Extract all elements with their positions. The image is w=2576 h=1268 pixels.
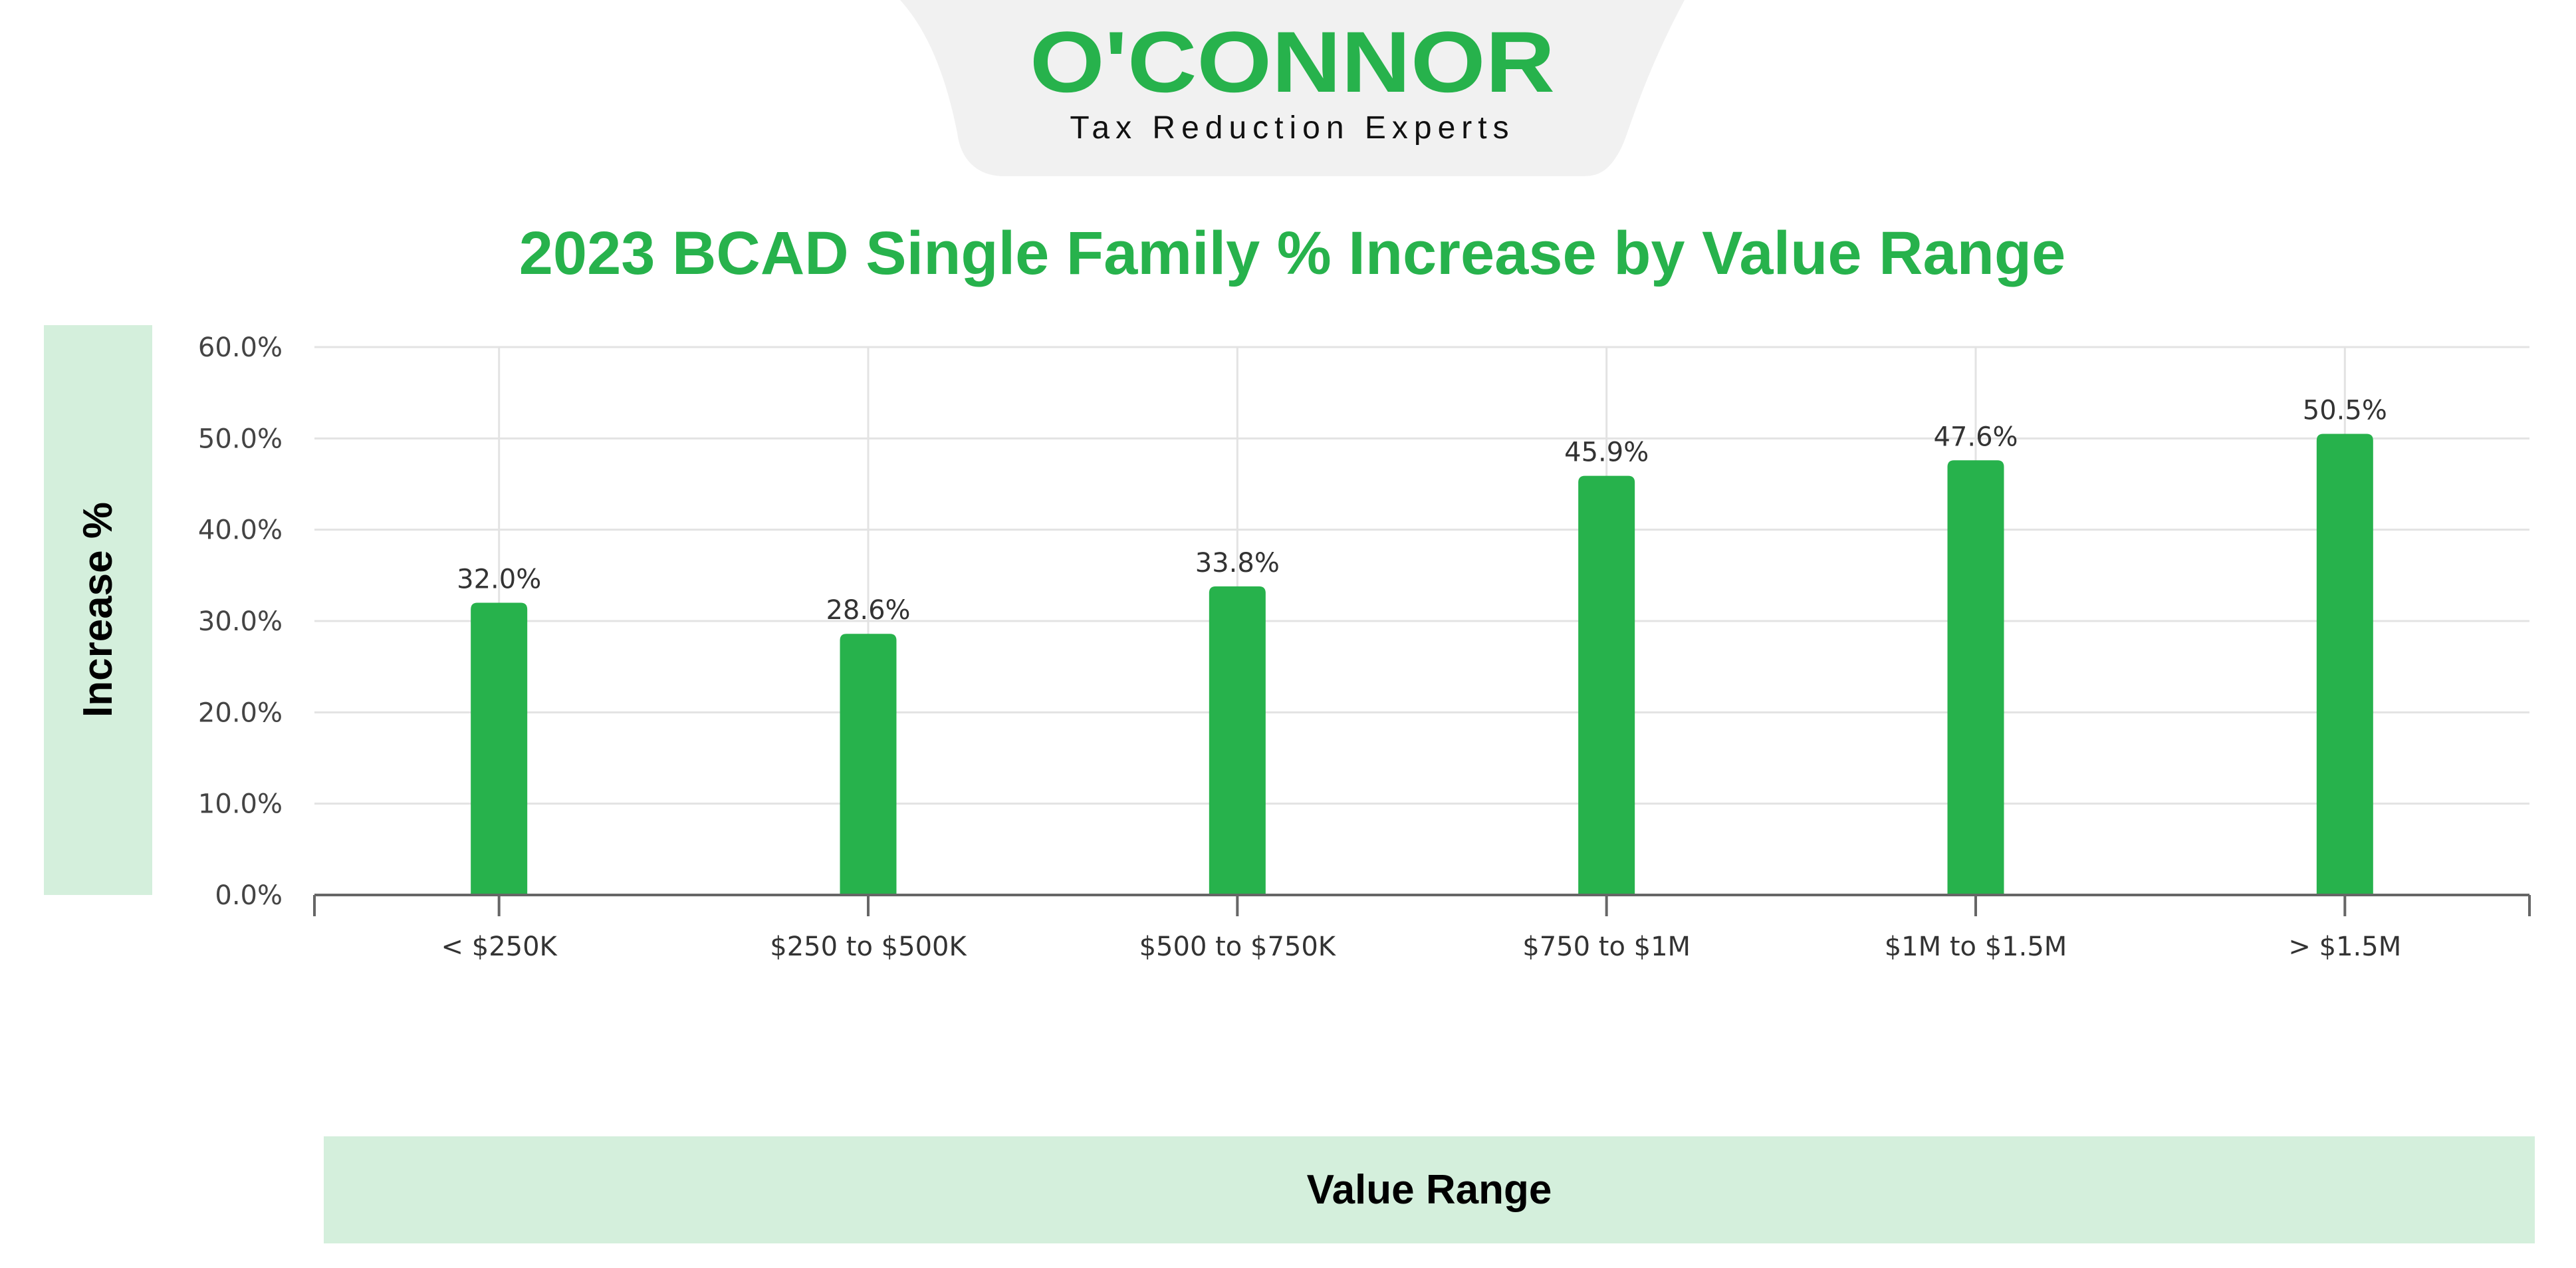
data-label: 45.9% [1564,438,1649,468]
data-label: 50.5% [2303,395,2387,426]
category-label: > $1.5M [2288,932,2401,962]
logo: O'CONNOR Tax Reduction Experts [900,0,1685,176]
category-label: $500 to $750K [1139,932,1337,962]
y-tick-label: 30.0% [198,606,283,637]
data-label: 32.0% [457,565,541,595]
bar [1578,475,1635,895]
data-label: 33.8% [1195,548,1280,578]
chart-title: 2023 BCAD Single Family % Increase by Va… [519,219,2066,287]
bar [1209,586,1266,895]
data-label: 28.6% [826,595,910,626]
x-axis-label-band [324,1136,2535,1243]
category-label: $1M to $1.5M [1885,932,2067,962]
y-tick-label: 50.0% [198,424,283,454]
bar [840,634,897,895]
y-axis-label-band [44,325,152,895]
data-label: 47.6% [1933,422,2018,452]
category-label: $750 to $1M [1522,932,1691,962]
x-axis-label: Value Range [1307,1167,1552,1213]
y-tick-label: 20.0% [198,697,283,728]
category-label: < $250K [441,932,558,962]
y-tick-label: 0.0% [215,880,283,911]
logo-brand: O'CONNOR [1030,13,1555,110]
bars: 32.0% 28.6% 33.8% 45.9% 47.6% 50.5% [457,395,2387,895]
y-tick-label: 10.0% [198,789,283,820]
gridlines [314,346,2529,895]
y-tick-label: 60.0% [198,332,283,363]
bar [471,602,528,895]
x-tick-labels: < $250K $250 to $500K $500 to $750K $750 to… [441,932,2402,962]
bar [2316,434,2373,895]
logo-background [900,0,1685,176]
y-tick-labels: 0.0% 10.0% 20.0% 30.0% 40.0% 50.0% 60.0% [198,332,283,911]
logo-tagline: Tax Reduction Experts [1070,110,1514,146]
x-axis [313,894,2531,916]
y-axis-label: Increase % [75,502,121,717]
y-tick-label: 40.0% [198,515,283,546]
category-label: $250 to $500K [770,932,967,962]
bar [1947,460,2004,895]
